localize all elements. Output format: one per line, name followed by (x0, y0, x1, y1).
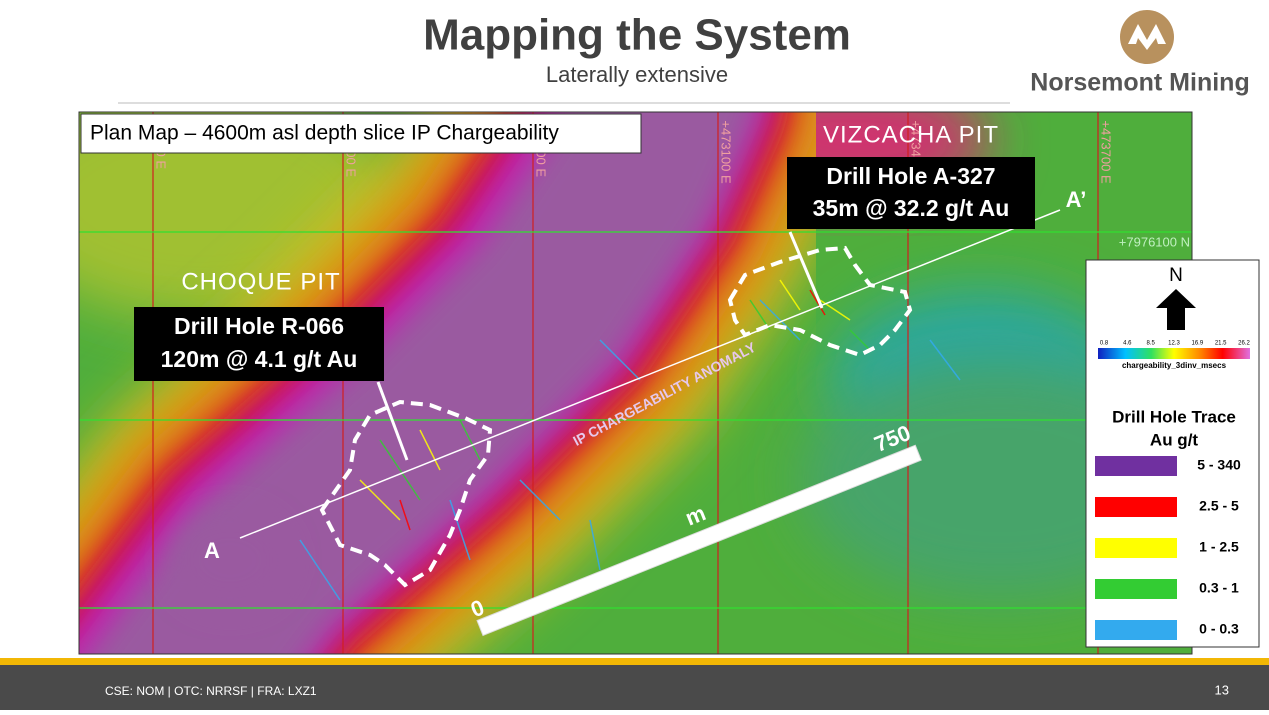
vizcacha-arrow (788, 231, 824, 309)
trace-unit: Au g/t (1150, 430, 1198, 449)
legend-label: 1 - 2.5 (1199, 539, 1239, 555)
section-line (239, 209, 1061, 539)
hole-id: Drill Hole A-327 (826, 163, 995, 189)
legend-swatch (1095, 538, 1177, 558)
pit-name: CHOQUE PIT (181, 268, 340, 295)
pit-name: VIZCACHA PIT (823, 121, 999, 148)
hole-intercept: 35m @ 32.2 g/t Au (813, 195, 1010, 221)
page-number: 13 (1215, 682, 1229, 697)
colorbar-tick-label: 16.9 (1191, 341, 1203, 347)
map-caption: Plan Map – 4600m asl depth slice IP Char… (90, 122, 559, 145)
logo-text: Norsemont Mining (1030, 69, 1249, 97)
caption-box (80, 113, 642, 154)
trace-title: Drill Hole Trace (1112, 407, 1236, 426)
footer-stripe (0, 658, 1269, 665)
slide-title: Mapping the System (423, 11, 851, 60)
footer-tickers: CSE: NOM | OTC: NRRSF | FRA: LXZ1 (105, 684, 317, 698)
grid-label: +7976100 N (1119, 234, 1190, 249)
section-end: A’ (1066, 187, 1087, 212)
choque-arrow (376, 381, 409, 461)
footer-bar (0, 665, 1269, 710)
colorbar-tick-label: 21.5 (1215, 341, 1227, 347)
colorbar-tick-label: 0.8 (1100, 341, 1109, 347)
scale-bar (476, 444, 922, 637)
north-arrow (1156, 289, 1196, 330)
vizcacha-outline (727, 245, 913, 358)
legend-swatch (1095, 456, 1177, 476)
grid-label: +473700 E (1099, 120, 1114, 184)
colorbar (1098, 348, 1250, 359)
legend-label: 0 - 0.3 (1199, 621, 1239, 637)
legend-label: 0.3 - 1 (1199, 580, 1239, 596)
hole-intercept: 120m @ 4.1 g/t Au (161, 346, 358, 372)
hole-box (787, 157, 1035, 229)
legend-swatch (1095, 579, 1177, 599)
colorbar-tick-label: 12.3 (1168, 341, 1180, 347)
hole-id: Drill Hole R-066 (174, 313, 344, 339)
slide-subtitle: Laterally extensive (546, 62, 728, 87)
section-start: A (204, 538, 220, 563)
colorbar-tick-label: 4.6 (1123, 341, 1132, 347)
colorbar-title: chargeability_3dinv_msecs (1122, 361, 1227, 370)
choque-outline (319, 399, 493, 588)
colorbar-tick-label: 26.2 (1238, 341, 1250, 347)
logo-icon (1120, 10, 1174, 64)
legend-swatch (1095, 620, 1177, 640)
hole-box (134, 307, 384, 381)
legend-label: 5 - 340 (1197, 457, 1241, 473)
legend-swatch (1095, 497, 1177, 517)
legend-label: 2.5 - 5 (1199, 498, 1239, 514)
colorbar-tick-label: 8.5 (1146, 341, 1155, 347)
grid-label: +473100 E (719, 120, 734, 184)
map (79, 112, 1192, 654)
legend: N chargeability_3dinv_msecs Drill Hole T… (1085, 259, 1260, 648)
north-label: N (1169, 265, 1183, 286)
